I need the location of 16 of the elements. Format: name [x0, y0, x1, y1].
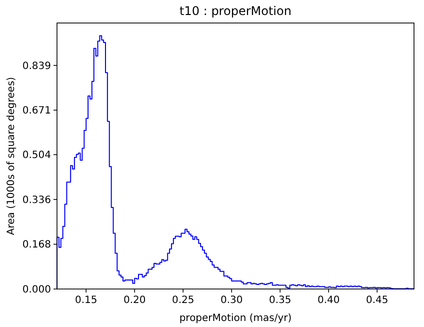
y-tick-label: 0.000 — [22, 284, 51, 296]
x-tick-label: 0.25 — [172, 295, 194, 306]
x-axis-title: properMotion (mas/yr) — [179, 313, 292, 324]
y-tick-label: 0.504 — [22, 150, 51, 162]
y-tick-label: 0.671 — [22, 106, 51, 117]
chart-title: t10 : properMotion — [180, 4, 292, 18]
y-axis-title: Area (1000s of square degrees) — [6, 76, 17, 236]
x-tick-label: 0.35 — [268, 295, 292, 306]
x-tick-label: 0.40 — [318, 295, 340, 306]
y-tick-label: 0.839 — [22, 60, 51, 72]
x-tick-label: 0.30 — [220, 295, 243, 306]
x-tick-label: 0.20 — [123, 295, 146, 306]
y-tick-label: 0.336 — [22, 194, 51, 206]
x-tick-label: 0.45 — [366, 295, 388, 306]
x-tick-label: 0.15 — [74, 295, 98, 306]
y-tick-label: 0.168 — [22, 240, 51, 251]
